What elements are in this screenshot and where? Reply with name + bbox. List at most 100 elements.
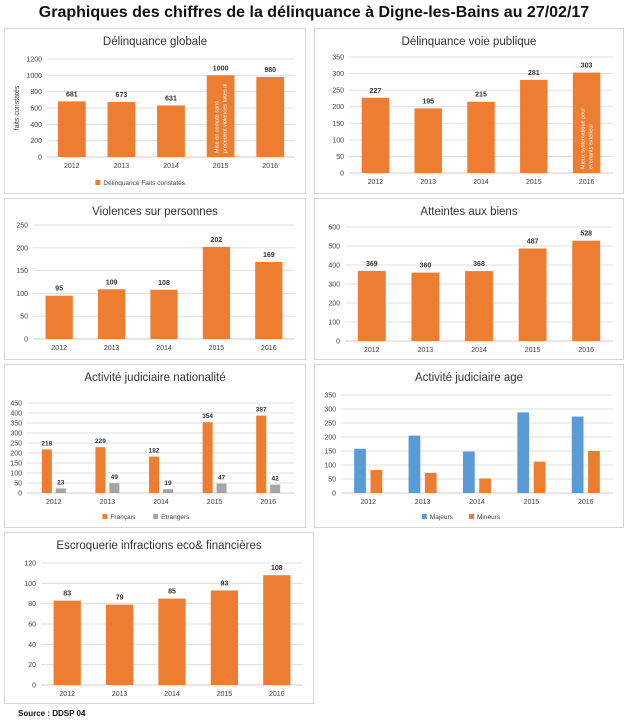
chart-panel-activite-judiciaire-age: Activité judiciaire age 0 50 100 150 200 250 30…	[314, 364, 624, 528]
bar	[256, 415, 267, 493]
bar-annotation: precedent violences faites al	[223, 84, 229, 153]
data-label: 195	[422, 98, 434, 105]
bar	[157, 105, 185, 157]
y-tick-label: 0	[336, 339, 340, 346]
legend-label: Délinquance Faits constatés	[103, 180, 185, 187]
y-tick-label: 0	[24, 337, 28, 344]
data-label: 673	[116, 92, 128, 99]
bar	[263, 575, 291, 685]
x-tick-label: 2013	[104, 345, 120, 352]
bar	[41, 449, 52, 493]
bar	[518, 248, 547, 341]
y-tick-label: 60	[28, 622, 36, 629]
x-tick-label: 2013	[415, 499, 431, 506]
y-tick-label: 250	[16, 223, 28, 230]
x-tick-label: 2014	[469, 499, 485, 506]
bar	[150, 289, 178, 339]
y-tick-label: 0	[332, 491, 336, 498]
bar	[572, 72, 601, 173]
bar	[465, 271, 493, 341]
legend-swatch	[421, 514, 427, 519]
x-tick-label: 2014	[163, 163, 179, 170]
bar	[424, 472, 437, 493]
y-tick-label: 200	[16, 245, 28, 252]
y-tick-label: 250	[324, 421, 336, 428]
data-label: 83	[63, 591, 71, 598]
y-tick-label: 150	[16, 268, 28, 275]
bar	[361, 97, 390, 173]
page-title: Graphiques des chiffres de la délinquanc…	[38, 4, 590, 21]
data-label: 49	[111, 474, 119, 481]
legend-swatch	[102, 514, 108, 519]
y-tick-label: 0	[32, 683, 36, 690]
bar	[357, 270, 386, 341]
data-label: 281	[528, 70, 540, 77]
bar	[97, 289, 126, 339]
data-label: 19	[164, 480, 172, 487]
x-tick-label: 2014	[473, 179, 489, 186]
y-tick-label: 50	[20, 314, 28, 321]
x-tick-label: 2013	[100, 499, 116, 506]
bar	[162, 489, 173, 493]
bar	[270, 484, 281, 493]
bar	[149, 456, 160, 493]
bar	[109, 483, 120, 493]
chart-svg: Délinquance voie publique 0 50 100 150 200 250…	[332, 36, 613, 186]
y-tick-label: 150	[332, 121, 344, 128]
y-tick-label: 50	[14, 481, 22, 488]
bar	[520, 79, 548, 173]
bar	[370, 470, 383, 493]
y-tick-label: 300	[328, 282, 340, 289]
data-label: 218	[41, 440, 52, 447]
x-tick-label: 2015	[525, 347, 541, 354]
legend-swatch	[469, 514, 474, 519]
x-tick-label: 2016	[579, 179, 595, 186]
x-tick-label: 2016	[578, 499, 594, 506]
y-tick-label: 600	[328, 225, 340, 232]
bar	[210, 590, 239, 685]
chart-panel-violences-sur-personnes: Violences sur personnes 0 50 100 150 200 250 20…	[4, 198, 306, 360]
y-tick-label: 100	[332, 137, 344, 144]
data-label: 42	[272, 476, 280, 483]
bar	[571, 416, 584, 493]
x-tick-label: 2012	[46, 499, 62, 506]
bar	[202, 422, 213, 493]
bar-annotation: evenants extérieur	[589, 124, 595, 169]
data-label: 387	[256, 407, 267, 414]
bar	[57, 101, 86, 157]
x-tick-label: 2013	[114, 163, 130, 170]
bar	[158, 598, 186, 685]
chart-title: Escroquerie infractions eco& financières	[56, 540, 261, 552]
bar	[45, 295, 73, 339]
chart-title: Activité judiciaire nationalité	[84, 372, 225, 384]
y-tick-label: 400	[328, 263, 340, 270]
x-tick-label: 2012	[364, 347, 380, 354]
bar-annotation: Mise en compte sans	[215, 101, 221, 153]
chart-title: Atteintes aux biens	[420, 206, 517, 218]
y-tick-label: 200	[328, 301, 340, 308]
y-tick-label: 0	[18, 491, 22, 498]
data-label: 108	[271, 565, 283, 572]
chart-svg: Escroquerie infractions eco& financières…	[24, 540, 303, 698]
chart-svg: Délinquance globale 0 200 400 600 800 1000 1200…	[14, 36, 295, 187]
chart-svg: Atteintes aux biens 0 100 200 300 400 500 600 20…	[328, 206, 613, 354]
x-tick-label: 2012	[59, 691, 75, 698]
bar	[588, 451, 600, 493]
x-tick-label: 2015	[526, 179, 542, 186]
bar	[411, 272, 440, 341]
chart-panel-atteintes-aux-biens: Atteintes aux biens 0 100 200 300 400 500 600 20…	[314, 198, 624, 360]
y-tick-label: 50	[328, 477, 336, 484]
chart-svg: Activité judiciaire nationalité 0 50 100 150…	[10, 372, 295, 521]
data-label: 169	[263, 252, 275, 259]
x-tick-label: 2014	[471, 347, 487, 354]
x-tick-label: 2015	[213, 163, 229, 170]
y-axis-label: faits constatés	[14, 85, 21, 130]
bar	[53, 600, 81, 685]
y-tick-label: 400	[10, 411, 22, 418]
data-label: 354	[202, 413, 213, 420]
y-tick-label: 200	[324, 435, 336, 442]
x-tick-label: 2015	[217, 691, 233, 698]
y-tick-label: 250	[10, 441, 22, 448]
data-label: 95	[55, 286, 63, 293]
data-label: 980	[264, 67, 276, 74]
